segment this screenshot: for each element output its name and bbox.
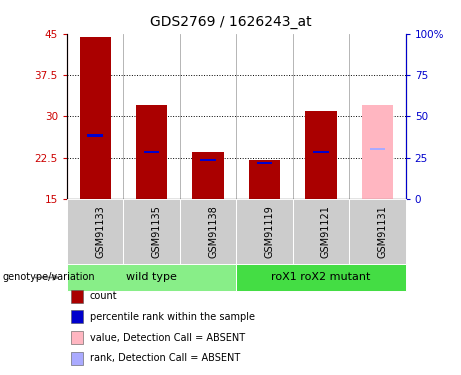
Bar [362, 105, 393, 199]
Bar [313, 151, 329, 153]
Bar [370, 148, 385, 150]
Text: GSM91138: GSM91138 [208, 205, 218, 258]
Text: GSM91119: GSM91119 [265, 205, 274, 258]
Text: GSM91133: GSM91133 [95, 205, 105, 258]
Text: GDS2769 / 1626243_at: GDS2769 / 1626243_at [150, 15, 311, 29]
Bar [200, 159, 216, 161]
Text: value, Detection Call = ABSENT: value, Detection Call = ABSENT [90, 333, 245, 342]
Bar [136, 105, 167, 199]
Text: GSM91121: GSM91121 [321, 205, 331, 258]
Text: percentile rank within the sample: percentile rank within the sample [90, 312, 255, 322]
Bar [144, 151, 160, 153]
Bar [249, 160, 280, 199]
Text: GSM91135: GSM91135 [152, 205, 161, 258]
Bar [193, 152, 224, 199]
Text: wild type: wild type [126, 273, 177, 282]
Text: roX1 roX2 mutant: roX1 roX2 mutant [271, 273, 371, 282]
Bar [257, 162, 272, 164]
Bar [80, 36, 111, 199]
Text: count: count [90, 291, 118, 301]
Bar [87, 134, 103, 136]
Text: genotype/variation: genotype/variation [2, 273, 95, 282]
Bar [306, 111, 337, 199]
Text: GSM91131: GSM91131 [378, 205, 387, 258]
Text: rank, Detection Call = ABSENT: rank, Detection Call = ABSENT [90, 353, 240, 363]
